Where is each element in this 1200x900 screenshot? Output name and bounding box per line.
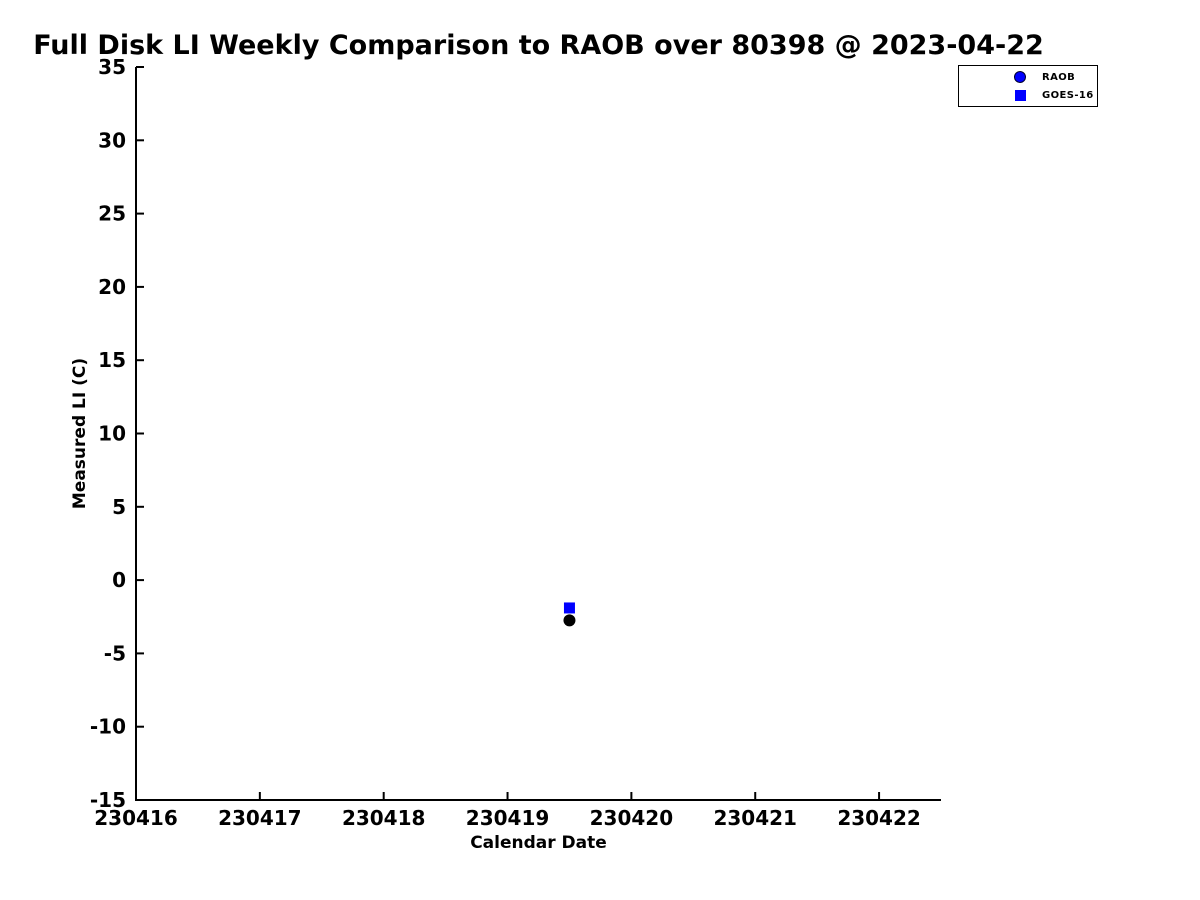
- legend-entry-raob: RAOB: [959, 69, 1097, 85]
- y-tick-label: -15: [90, 788, 126, 812]
- y-tick-label: -10: [90, 715, 126, 739]
- legend-label: RAOB: [1042, 71, 1076, 83]
- data-point-goes-16: [563, 602, 575, 614]
- data-point-raob: [563, 614, 576, 627]
- y-tick-label: 5: [112, 495, 126, 519]
- chart-title: Full Disk LI Weekly Comparison to RAOB o…: [33, 30, 1044, 61]
- x-tick-label: 230422: [837, 806, 921, 830]
- y-tick-label: 0: [112, 568, 126, 592]
- square-marker-icon: [1013, 88, 1027, 102]
- x-tick-label: 230419: [466, 806, 550, 830]
- y-tick-label: -5: [104, 641, 126, 665]
- y-axis-label: Measured LI (C): [70, 358, 90, 509]
- x-tick-label: 230420: [590, 806, 674, 830]
- legend: RAOB GOES-16: [958, 65, 1098, 107]
- y-tick-label: 15: [98, 348, 126, 372]
- legend-entry-goes-16: GOES-16: [959, 87, 1097, 103]
- circle-icon: [1014, 71, 1026, 83]
- y-tick-label: 35: [98, 55, 126, 79]
- x-axis-label: Calendar Date: [470, 833, 607, 853]
- y-tick-label: 10: [98, 422, 126, 446]
- circle-marker-icon: [1013, 70, 1027, 84]
- x-tick-label: 230418: [342, 806, 426, 830]
- y-tick-label: 30: [98, 128, 126, 152]
- y-tick-label: 20: [98, 275, 126, 299]
- x-tick-label: 230421: [713, 806, 797, 830]
- x-tick-label: 230417: [218, 806, 302, 830]
- y-tick-label: 25: [98, 202, 126, 226]
- legend-label: GOES-16: [1042, 89, 1094, 101]
- x-tick-label: 230416: [94, 806, 178, 830]
- square-icon: [1014, 89, 1026, 101]
